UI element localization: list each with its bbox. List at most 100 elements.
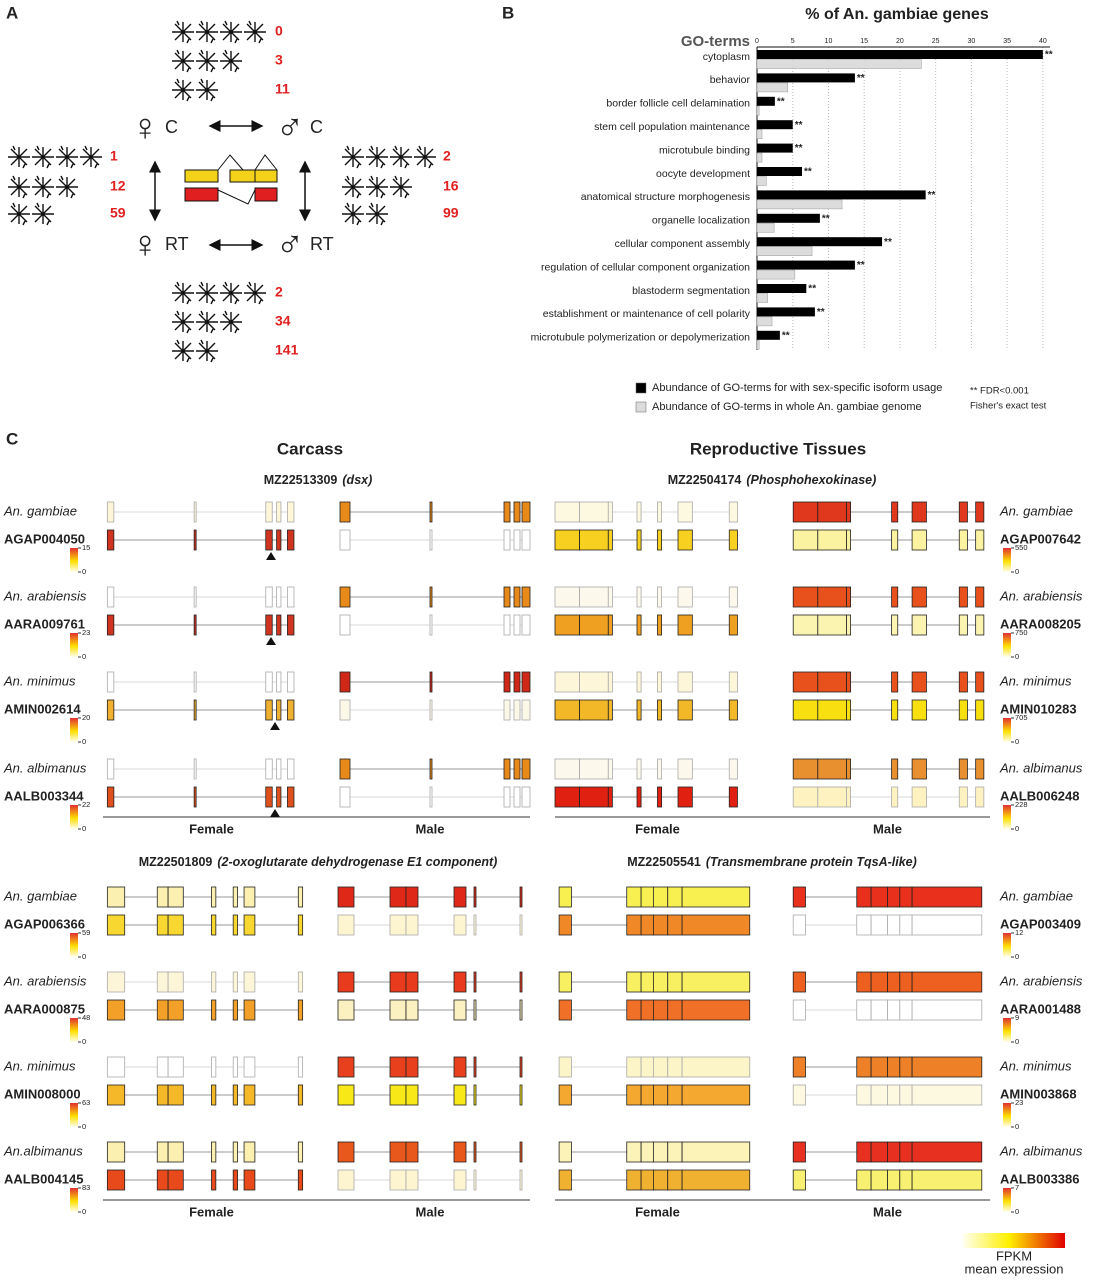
exon (276, 671, 282, 693)
exon (389, 1056, 407, 1078)
exon (640, 1141, 654, 1163)
exon (106, 1056, 126, 1078)
exon (232, 1169, 238, 1191)
mosquito-icon (244, 281, 266, 305)
exon (243, 1056, 256, 1078)
exon (265, 529, 273, 551)
exon (958, 586, 968, 608)
exon (792, 1141, 806, 1163)
mosquito-icon (366, 145, 388, 169)
exon (521, 786, 531, 808)
exon (626, 999, 642, 1021)
gene-title: MZ22505541 (Transmembrane protein TqsA-li… (627, 855, 917, 869)
exon (640, 999, 654, 1021)
x-tick-label: 35 (1003, 38, 1011, 45)
category-label: microtubule polymerization or depolymeri… (531, 332, 751, 344)
mosquito-icon (56, 145, 78, 169)
exon (473, 971, 477, 993)
exon (453, 1141, 467, 1163)
exon (958, 614, 968, 636)
scale-bar (1003, 633, 1011, 657)
exon (473, 1141, 477, 1163)
exon (405, 1141, 419, 1163)
exon (558, 1056, 572, 1078)
gene-label: AALB004145 (4, 1171, 84, 1186)
exon (681, 1141, 751, 1163)
exon (106, 786, 115, 808)
exon (975, 614, 985, 636)
exon (958, 699, 968, 721)
exon (975, 671, 985, 693)
exon (728, 671, 738, 693)
exon (156, 1084, 169, 1106)
exon (640, 971, 654, 993)
exon (899, 886, 913, 908)
exon (667, 886, 683, 908)
mosquito-icon (172, 20, 194, 44)
exon (429, 671, 433, 693)
scale-label: 0 (1015, 737, 1019, 746)
exon (856, 971, 872, 993)
exon (856, 886, 872, 908)
scale-label: 0 (1015, 567, 1019, 576)
exon (636, 699, 642, 721)
exon (265, 699, 273, 721)
exon (167, 1141, 184, 1163)
exon (579, 699, 609, 721)
scale-label: 228 (1015, 800, 1028, 809)
scale-label: 0 (1015, 652, 1019, 661)
x-tick-label: 20 (896, 38, 904, 45)
category-label: behavior (710, 74, 751, 86)
exon (558, 886, 572, 908)
exon (728, 614, 738, 636)
exon (958, 786, 968, 808)
exon (681, 914, 751, 936)
exon (911, 999, 983, 1021)
exon (405, 1056, 419, 1078)
exon (558, 1141, 572, 1163)
species-label: An. albimanus (999, 1143, 1083, 1158)
sex-symbol: ♀ (131, 224, 160, 266)
scale-label: 0 (1015, 1122, 1019, 1131)
exon (817, 671, 847, 693)
mosquito-icon (196, 20, 218, 44)
significance-label: ** (795, 120, 803, 131)
exon (519, 1056, 523, 1078)
mosquito-icon (196, 78, 218, 102)
scale-bar (70, 718, 78, 742)
exon (167, 1084, 184, 1106)
scale-bar (1003, 1018, 1011, 1042)
mosquito-icon (220, 49, 242, 73)
exon (193, 586, 197, 608)
exon (106, 501, 115, 523)
exon (287, 586, 295, 608)
exon (607, 501, 613, 523)
bar (757, 143, 793, 153)
mosquito-icon (220, 281, 242, 305)
exon (728, 699, 738, 721)
exon (503, 501, 511, 523)
mosquito-icon (32, 202, 54, 226)
exon (473, 1056, 477, 1078)
header: Carcass (277, 439, 343, 458)
exon (265, 614, 273, 636)
exon (405, 999, 419, 1021)
legend-label: Abundance of GO-terms in whole An. gambi… (652, 401, 922, 413)
exon (554, 699, 581, 721)
scale-bar (1003, 718, 1011, 742)
exon (287, 786, 295, 808)
mosquito-icon (390, 175, 412, 199)
gene-label: AGAP007642 (1000, 531, 1081, 546)
exon (297, 1084, 304, 1106)
exon (276, 786, 282, 808)
exon (817, 586, 847, 608)
exon (636, 671, 642, 693)
exon (473, 1084, 477, 1106)
exon (911, 671, 927, 693)
exon (728, 586, 738, 608)
exon (339, 758, 351, 780)
bar (756, 82, 788, 93)
exon (287, 529, 295, 551)
exon (243, 1141, 256, 1163)
exon (899, 1056, 913, 1078)
